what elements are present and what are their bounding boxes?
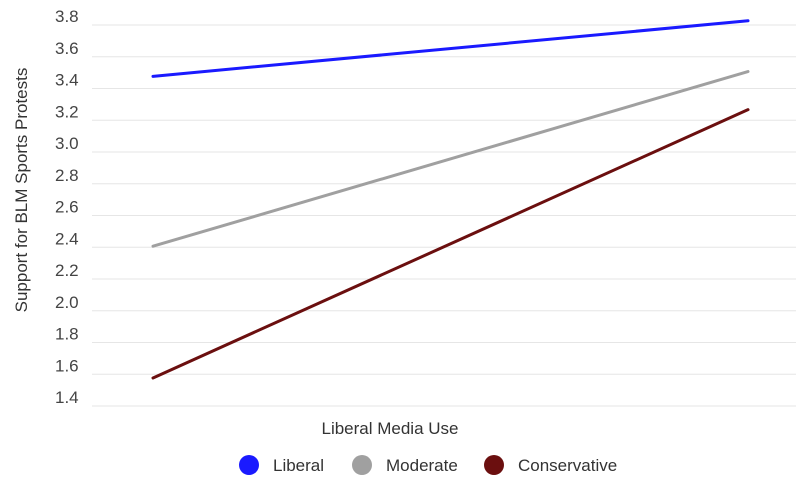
x-axis-title: Liberal Media Use bbox=[321, 419, 458, 438]
series-line-moderate bbox=[151, 70, 750, 248]
series-line-liberal bbox=[151, 19, 750, 78]
legend-label-moderate: Moderate bbox=[386, 456, 458, 475]
y-tick-label: 1.8 bbox=[55, 325, 79, 344]
series-line-conservative bbox=[151, 108, 750, 380]
y-tick-label: 2.2 bbox=[55, 261, 79, 280]
legend-marker-conservative bbox=[484, 455, 504, 475]
legend-label-conservative: Conservative bbox=[518, 456, 617, 475]
legend: Liberal Moderate Conservative bbox=[239, 455, 617, 475]
y-tick-label: 3.6 bbox=[55, 39, 79, 58]
series-lines bbox=[151, 19, 750, 380]
y-tick-label: 2.0 bbox=[55, 293, 79, 312]
y-tick-label: 2.4 bbox=[55, 229, 79, 248]
y-tick-label: 3.8 bbox=[55, 7, 79, 26]
legend-marker-moderate bbox=[352, 455, 372, 475]
y-tick-label: 3.2 bbox=[55, 102, 79, 121]
y-tick-label: 2.8 bbox=[55, 166, 79, 185]
legend-label-liberal: Liberal bbox=[273, 456, 324, 475]
y-tick-label: 3.0 bbox=[55, 134, 79, 153]
y-axis-ticks: 1.4 1.6 1.8 2.0 2.2 2.4 2.6 2.8 3.0 3.2 3.4 3.6 3.8 bbox=[55, 7, 79, 407]
y-tick-label: 3.4 bbox=[55, 71, 79, 90]
y-tick-label: 1.4 bbox=[55, 388, 79, 407]
y-tick-label: 2.6 bbox=[55, 198, 79, 217]
y-tick-label: 1.6 bbox=[55, 356, 79, 375]
legend-marker-liberal bbox=[239, 455, 259, 475]
y-axis-title: Support for BLM Sports Protests bbox=[12, 68, 31, 313]
gridlines bbox=[92, 24, 796, 407]
